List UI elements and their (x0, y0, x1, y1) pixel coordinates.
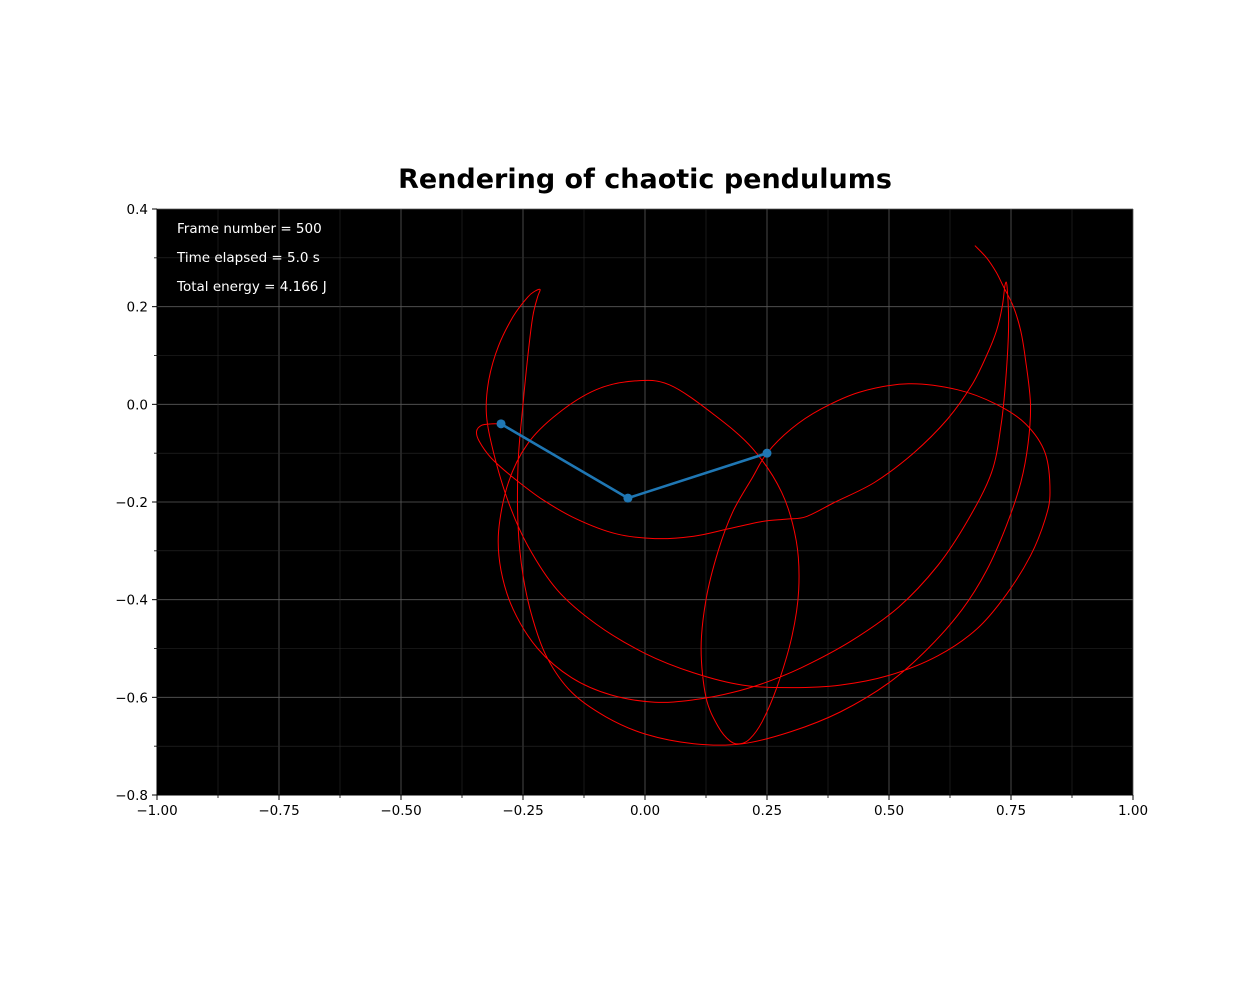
time-elapsed-text: Time elapsed = 5.0 s (176, 250, 320, 266)
pendulum-pivot (762, 448, 772, 458)
x-tick-label: 0.25 (752, 803, 782, 819)
x-tick-label: 1.00 (1118, 803, 1148, 819)
chart-title: Rendering of chaotic pendulums (398, 164, 892, 195)
pendulum-bobs (496, 419, 772, 503)
grid (156, 208, 1134, 796)
y-tick-label: −0.2 (115, 495, 148, 511)
pendulum-bob (496, 419, 506, 429)
y-tick-label: −0.6 (115, 690, 148, 706)
x-tick-label: −0.25 (502, 803, 543, 819)
total-energy-text: Total energy = 4.166 J (176, 279, 327, 295)
pendulum-bob (623, 493, 633, 503)
x-tick-label: 0.50 (874, 803, 904, 819)
y-tick-label: 0.2 (127, 300, 148, 316)
x-tick-label: −0.75 (258, 803, 299, 819)
y-tick-label: −0.4 (115, 593, 148, 609)
x-tick-label: −1.00 (136, 803, 177, 819)
x-tick-label: 0.75 (996, 803, 1026, 819)
y-tick-label: 0.0 (127, 397, 148, 413)
trajectory-trail (475, 245, 1051, 746)
y-tick-label: −0.8 (115, 788, 148, 804)
x-tick-label: −0.50 (380, 803, 421, 819)
y-tick-label: 0.4 (127, 202, 148, 218)
x-tick-label: 0.00 (630, 803, 660, 819)
axes: −1.00 −0.75 −0.50 −0.25 0.00 0.25 0.50 0.75 1.00… (115, 202, 1148, 819)
frame-number-text: Frame number = 500 (177, 221, 322, 237)
